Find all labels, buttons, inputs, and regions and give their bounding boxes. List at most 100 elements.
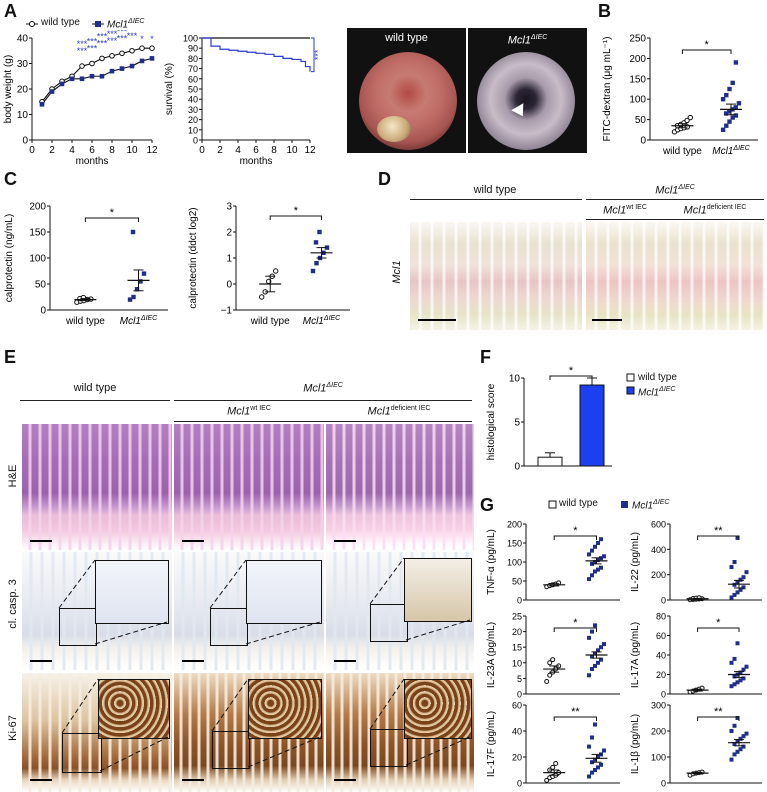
scale-bar (30, 540, 52, 542)
e-header-wt: wild type (73, 382, 117, 394)
y-tick-label: 20 (656, 670, 666, 680)
data-point-mutant (590, 629, 594, 634)
y-tick-label: 40 (188, 95, 198, 105)
legend-f-swatches (626, 373, 635, 395)
y-tick-label: 70 (188, 64, 198, 74)
data-point-mutant (732, 682, 737, 687)
y-tick-label: 200 (651, 570, 666, 580)
y-tick-label: 1 (226, 254, 232, 265)
data-point-mutant (730, 115, 735, 120)
y-axis-label: body weight (g) (3, 55, 14, 123)
y-tick-label: 0 (661, 779, 666, 789)
zoom-lines (211, 678, 321, 768)
data-point-wild-type (687, 114, 694, 121)
data-point-mutant (744, 664, 749, 669)
e-casp3-deficient (326, 552, 474, 670)
data-point-wild-type (259, 294, 265, 300)
data-point-mutant (590, 654, 594, 659)
x-category-label: Mcl1ΔIEC (712, 145, 750, 157)
y-tick-label: 50 (35, 280, 47, 291)
y-tick-label: 0 (661, 596, 666, 606)
data-point-mutant (738, 577, 743, 582)
significance-bracket (553, 535, 597, 540)
data-point-mutant (741, 575, 746, 580)
data-point-mutant (599, 537, 603, 542)
zoom-lines (209, 559, 321, 645)
data-point-mutant (738, 747, 743, 752)
y-tick-label: 10 (509, 374, 521, 385)
zoom-inset (95, 560, 169, 624)
e-ki67-wt (22, 673, 172, 792)
y-axis-label: calprotectin (ng/mL) (4, 214, 15, 302)
data-point-mutant (587, 635, 591, 640)
x-tick-label: 2 (217, 145, 223, 156)
data-point-mutant (313, 240, 319, 245)
x-tick-label: 12 (304, 145, 316, 156)
y-tick-label: 0 (193, 136, 198, 146)
d-sub-wt: Mcl1wt IEC (603, 204, 647, 217)
data-point-mutant (130, 229, 136, 235)
y-tick-label: 15 (512, 643, 522, 653)
y-tick-label: 100 (507, 558, 522, 568)
x-category-label: wild type (662, 146, 702, 157)
data-point-mutant (729, 595, 734, 600)
d-row-label: Mcl1 (391, 260, 403, 284)
significance-mark: *** (127, 30, 138, 34)
y-tick-label: 40 (656, 651, 666, 661)
significance-bracket (697, 716, 740, 721)
data-point-mutant (593, 651, 597, 656)
y-tick-label: 2 (226, 228, 232, 239)
y-tick-label: 20 (188, 115, 198, 125)
legend-g-mut: Mcl1ΔIEC (632, 499, 670, 512)
d-sub-def: Mcl1deficient IEC (683, 204, 747, 217)
x-tick-label: 12 (146, 145, 158, 156)
data-point-mutant (732, 674, 737, 679)
significance-mark: * (573, 617, 578, 629)
scale-bar (30, 779, 52, 781)
zoom-lines (58, 559, 168, 645)
y-tick-label: 20 (512, 753, 522, 763)
y-axis-label: IL-17F (pg/mL) (486, 711, 497, 777)
y-tick-label: 40 (512, 727, 522, 737)
zoom-inset (246, 560, 322, 624)
y-tick-label: 5 (517, 674, 522, 684)
data-point-mutant (732, 592, 737, 597)
data-point-wild-type (149, 45, 155, 52)
scale-bar (182, 540, 204, 542)
chart-il17f: 0 20 40 60 IL-17F (pg/mL) ** (486, 701, 620, 789)
significance-bracket (681, 49, 732, 54)
y-axis-label: calprotectin (ddct log2) (188, 207, 199, 308)
data-point-mutant (735, 680, 740, 685)
significance-bracket (697, 627, 740, 632)
legend-a: wild type Mcl1ΔIEC (26, 17, 176, 35)
data-point-mutant (602, 748, 606, 753)
significance-mark: * (140, 34, 144, 44)
data-point-mutant (729, 684, 734, 689)
data-point-mutant (732, 560, 737, 564)
y-tick-label: 20 (512, 627, 522, 637)
series-line-wild-type (41, 47, 152, 103)
data-point-mutant (738, 587, 743, 592)
y-tick-label: 50 (188, 85, 198, 95)
data-point-mutant (596, 660, 600, 665)
significance-mark: ** (714, 706, 723, 718)
data-point-mutant (732, 752, 737, 757)
significance-mark: * (569, 365, 574, 377)
data-point-mutant (109, 68, 115, 74)
significance-mark: *** (107, 36, 118, 46)
data-point-mutant (732, 723, 737, 728)
arrowhead-icon (511, 103, 529, 120)
x-tick-label: 10 (286, 145, 298, 156)
y-tick-label: 90 (188, 44, 198, 54)
panel-label-d: D (378, 169, 391, 189)
data-point-wild-type (550, 764, 556, 770)
chart-histological-score: 0 5 10 histological score * (486, 365, 612, 473)
data-point-wild-type (129, 47, 135, 54)
d-image-wt (410, 222, 582, 330)
y-tick-label: 150 (629, 74, 646, 85)
data-point-mutant (741, 585, 746, 590)
e-sub-wt: Mcl1wt IEC (227, 405, 271, 418)
y-tick-label: 300 (651, 701, 666, 711)
significance-mark: *** (313, 49, 323, 60)
endoscopy-wt-stool (377, 116, 411, 142)
